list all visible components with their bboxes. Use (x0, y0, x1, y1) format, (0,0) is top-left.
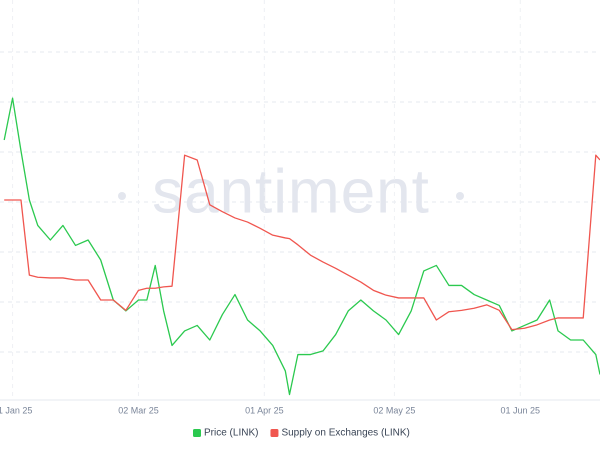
legend: Price (LINK) Supply on Exchanges (LINK) (193, 428, 410, 439)
legend-swatch (193, 429, 201, 437)
watermark-dot (118, 192, 126, 200)
x-tick-label: 01 Jun 25 (501, 405, 541, 415)
watermark-dot (456, 192, 464, 200)
grid (0, 51, 600, 353)
legend-swatch (270, 429, 279, 437)
legend-label: Supply on Exchanges (LINK) (281, 428, 409, 439)
series-line (3, 97, 600, 396)
x-tick-label: 02 Mar 25 (118, 405, 159, 415)
x-tick-label: 01 Apr 25 (245, 405, 284, 415)
watermark: santiment (152, 157, 430, 226)
series-line (4, 154, 600, 331)
legend-label: Price (LINK) (204, 428, 258, 439)
x-tick-label: 02 May 25 (373, 405, 415, 415)
x-tick-label: 31 Jan 25 (0, 405, 32, 415)
